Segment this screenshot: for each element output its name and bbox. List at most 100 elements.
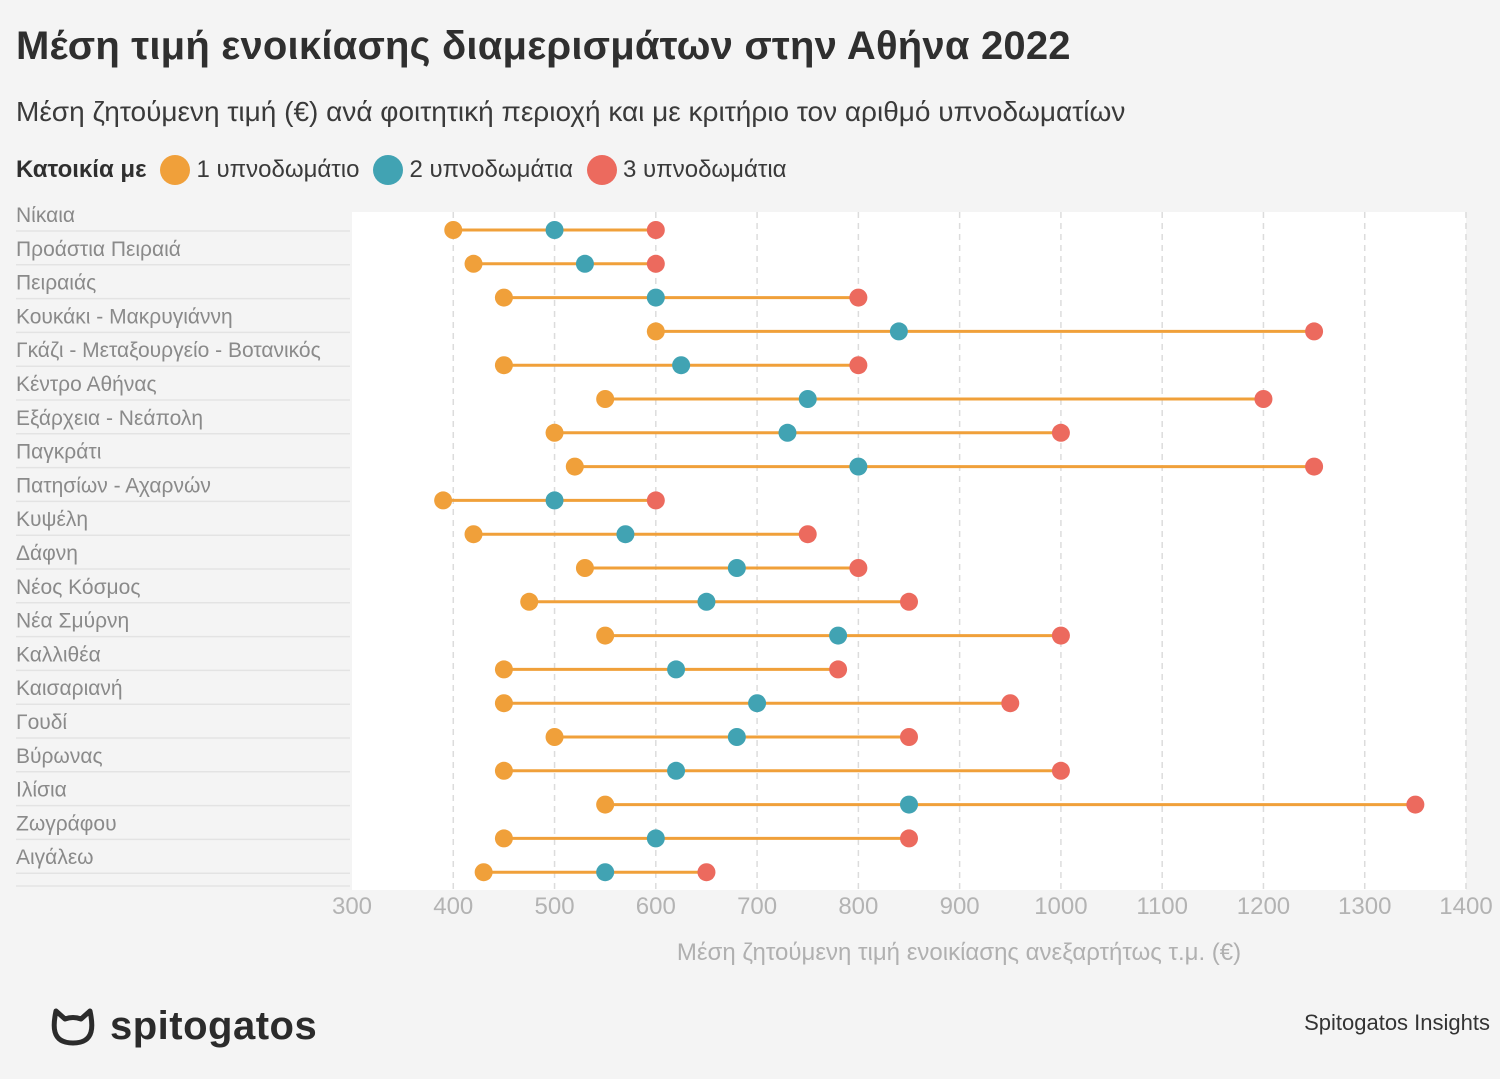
point-3-bedrooms [1254,390,1273,408]
point-2-bedrooms [889,322,908,341]
category-label: Αιγάλεω [16,846,94,869]
category-label: Κουκάκι - Μακρυγιάννη [16,305,233,328]
legend-label: 1 υπνοδωμάτιο [196,156,360,183]
legend-item-3-bedrooms: 3 υπνοδωμάτια [587,155,787,185]
legend-swatch-red [587,155,618,185]
chart-title: Μέση τιμή ενοικίασης διαμερισμάτων στην … [16,24,1071,68]
point-1-bedroom [444,221,463,239]
legend-item-1-bedroom: 1 υπνοδωμάτιο [160,155,359,185]
category-label: Γκάζι - Μεταξουργείο - Βοτανικός [16,339,321,362]
credit: Spitogatos Insights [1304,1010,1490,1035]
point-3-bedrooms [646,221,665,239]
point-3-bedrooms [1051,423,1070,442]
category-label: Καλλιθέα [16,643,101,666]
category-label: Πατησίων - Αχαρνών [16,474,211,497]
x-tick-label: 700 [737,893,777,920]
point-3-bedrooms [829,660,848,679]
point-1-bedroom [494,660,513,679]
x-tick-label: 1000 [1034,893,1087,920]
point-1-bedroom [596,390,615,408]
point-2-bedrooms [667,761,686,780]
point-3-bedrooms [900,829,918,848]
point-1-bedroom [474,863,493,882]
dumbbell-chart: Νίκαια Προάστια Πειραιά Πειραιάς Κουκάκι - … [16,204,1493,966]
x-tick-label: 1300 [1338,893,1391,920]
brand: spitogatos [50,998,317,1054]
legend: Κατοικία με 1 υπνοδωμάτιο 2 υπνοδωμάτια … [16,150,801,190]
x-tick-label: 600 [636,893,676,920]
point-3-bedrooms [900,728,918,746]
point-3-bedrooms [798,525,817,544]
x-tick-label: 400 [433,893,473,920]
point-2-bedrooms [646,829,665,848]
point-2-bedrooms [748,694,767,713]
chart-subtitle: Μέση ζητούμενη τιμή (€) ανά φοιτητική πε… [16,96,1126,127]
plot-area [352,212,1466,890]
category-label: Κέντρο Αθήνας [16,373,157,396]
legend-label: 3 υπνοδωμάτια [623,156,787,183]
category-label: Δάφνη [16,542,78,565]
x-tick-label: 800 [838,893,878,920]
x-tick-label: 500 [535,893,575,920]
category-label: Νίκαια [16,204,75,227]
point-2-bedrooms [849,457,868,476]
point-3-bedrooms [1305,457,1324,476]
point-1-bedroom [464,525,483,544]
point-1-bedroom [545,423,564,442]
point-3-bedrooms [646,254,665,273]
legend-swatch-teal [373,155,404,185]
point-2-bedrooms [575,254,594,273]
point-2-bedrooms [778,423,797,442]
point-2-bedrooms [545,221,564,239]
point-1-bedroom [494,829,513,848]
point-1-bedroom [596,795,615,814]
point-3-bedrooms [900,592,918,611]
x-tick-label: 300 [332,893,372,920]
point-1-bedroom [646,322,665,341]
point-2-bedrooms [672,356,691,375]
legend-item-2-bedrooms: 2 υπνοδωμάτια [373,155,573,185]
category-label: Νέα Σμύρνη [16,610,129,633]
point-1-bedroom [434,491,453,510]
point-2-bedrooms [697,592,716,611]
point-3-bedrooms [1406,795,1425,814]
point-3-bedrooms [849,288,868,307]
brand-name: spitogatos [110,1003,318,1048]
point-1-bedroom [464,254,483,273]
x-axis-label: Μέση ζητούμενη τιμή ενοικίασης ανεξαρτήτ… [677,939,1241,966]
category-label: Βύρωνας [16,745,103,768]
x-tick-label: 1100 [1136,893,1188,920]
cat-logo-icon [51,1008,95,1046]
point-1-bedroom [494,761,513,780]
point-2-bedrooms [646,288,665,307]
point-1-bedroom [494,694,513,713]
x-tick-label: 1400 [1439,893,1492,920]
point-3-bedrooms [849,356,868,375]
x-tick-label: 900 [940,893,980,920]
point-3-bedrooms [1001,694,1020,713]
point-3-bedrooms [697,863,716,882]
point-2-bedrooms [727,728,746,746]
point-2-bedrooms [727,559,746,577]
category-label: Κυψέλη [16,508,88,531]
point-2-bedrooms [545,491,564,510]
point-1-bedroom [520,592,539,611]
point-3-bedrooms [1051,626,1070,645]
legend-swatch-orange [160,155,191,185]
category-label: Προάστια Πειραιά [16,238,181,261]
point-1-bedroom [596,626,615,645]
category-label: Γουδί [16,711,67,734]
point-2-bedrooms [596,863,615,882]
point-2-bedrooms [667,660,686,679]
point-3-bedrooms [1051,761,1070,780]
category-label: Εξάρχεια - Νεάπολη [16,407,203,430]
category-label: Παγκράτι [16,441,102,464]
point-1-bedroom [545,728,564,746]
point-2-bedrooms [900,795,918,814]
point-3-bedrooms [849,559,868,577]
category-label: Καισαριανή [16,677,123,700]
point-1-bedroom [575,559,594,577]
category-label: Νέος Κόσμος [16,576,140,599]
category-label: Ζωγράφου [16,812,117,835]
legend-label: 2 υπνοδωμάτια [409,156,574,183]
